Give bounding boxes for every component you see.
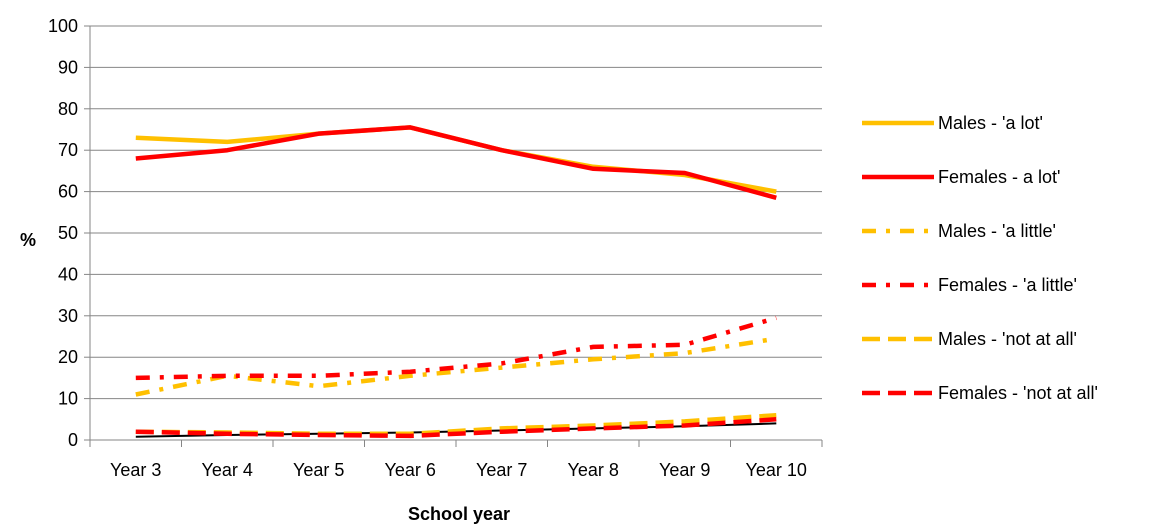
y-tick-label: 70	[58, 140, 78, 160]
y-tick-label: 30	[58, 306, 78, 326]
x-tick-label: Year 8	[568, 460, 619, 480]
x-axis: Year 3 Year 4 Year 5 Year 6 Year 7 Year 8 Year…	[89, 26, 823, 480]
legend: Males - 'a lot' Females - a lot' Males - '…	[862, 113, 1098, 403]
y-tick-label: 10	[58, 389, 78, 409]
legend-label: Males - 'a little'	[938, 221, 1056, 241]
y-tick-label: 90	[58, 57, 78, 77]
series-line	[135, 336, 777, 397]
y-tick-label: 60	[58, 182, 78, 202]
x-tick-label: Year 6	[385, 460, 436, 480]
y-tick-label: 50	[58, 223, 78, 243]
x-tick-label: Year 4	[202, 460, 253, 480]
series-line	[135, 417, 777, 439]
x-tick-label: Year 9	[659, 460, 710, 480]
series-lines	[135, 125, 777, 439]
y-axis-ticks: 0 10 20 30 40 50 60 70 80 90 100	[48, 16, 90, 450]
x-axis-title: School year	[408, 504, 510, 524]
y-axis-title: %	[20, 230, 36, 250]
legend-label: Females - a lot'	[938, 167, 1060, 187]
series-line	[135, 125, 777, 200]
y-tick-label: 100	[48, 16, 78, 36]
legend-label: Females - 'a little'	[938, 275, 1077, 295]
legend-label: Females - 'not at all'	[938, 383, 1098, 403]
series-line	[135, 315, 777, 381]
legend-label: Males - 'a lot'	[938, 113, 1043, 133]
series-line	[135, 412, 777, 437]
legend-label: Males - 'not at all'	[938, 329, 1077, 349]
y-tick-label: 20	[58, 347, 78, 367]
x-tick-label: Year 3	[110, 460, 161, 480]
x-tick-label: Year 7	[476, 460, 527, 480]
y-tick-label: 80	[58, 99, 78, 119]
x-tick-label: Year 10	[746, 460, 807, 480]
gridlines	[90, 25, 822, 400]
x-tick-label: Year 5	[293, 460, 344, 480]
y-tick-label: 40	[58, 264, 78, 284]
y-tick-label: 0	[68, 430, 78, 450]
